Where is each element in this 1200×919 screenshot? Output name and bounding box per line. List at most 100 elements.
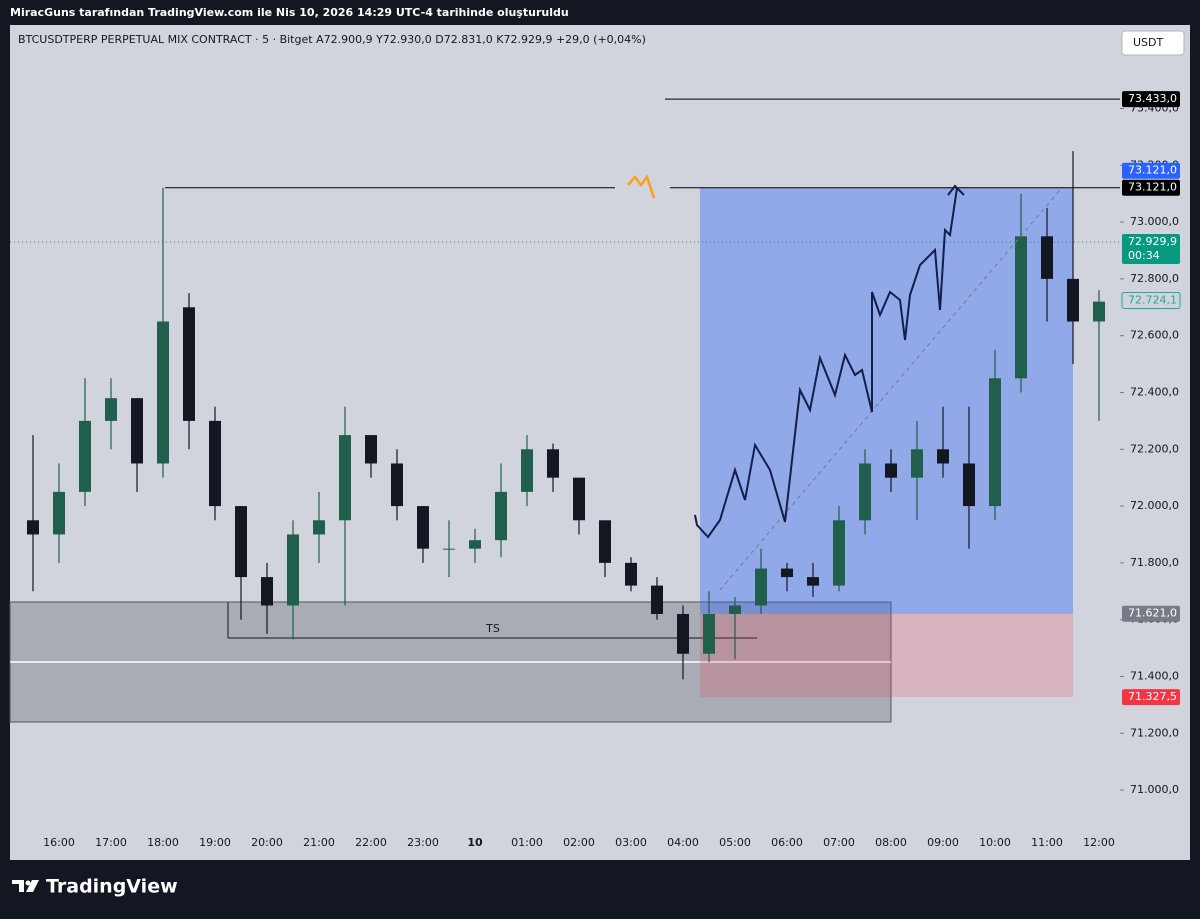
y-tick-label: 71.400,0: [1130, 669, 1179, 682]
price-label-bg: [1122, 162, 1180, 179]
price-label-text: 72.929,9: [1128, 235, 1177, 248]
candle-body: [495, 491, 507, 541]
x-tick-label: 03:00: [615, 836, 647, 849]
candle-body: [963, 463, 975, 507]
x-tick-label: 19:00: [199, 836, 231, 849]
logo-part: [25, 880, 31, 886]
candle-body: [1015, 236, 1027, 379]
candle-body: [391, 463, 403, 507]
x-tick-label: 23:00: [407, 836, 439, 849]
candle-body: [131, 398, 143, 464]
candle-body: [157, 321, 169, 464]
hand-drawn-path: [694, 184, 965, 539]
price-label-text: 71.327,5: [1128, 690, 1177, 703]
candle-body: [755, 568, 767, 606]
x-tick-label: 08:00: [875, 836, 907, 849]
y-tick-label: 72.400,0: [1130, 385, 1179, 398]
candle-body: [547, 449, 559, 478]
price-label: 71.327,5: [1122, 689, 1180, 706]
candle-body: [807, 577, 819, 586]
candle-body: [651, 585, 663, 614]
x-tick-label: 02:00: [563, 836, 595, 849]
plot: [27, 151, 1105, 680]
change: +29,0 (+0,04%): [556, 33, 646, 46]
price-label-text: 73.121,0: [1128, 164, 1177, 177]
price-label: 71.621,0: [1122, 605, 1180, 622]
candle-body: [677, 613, 689, 654]
candle-body: [443, 548, 455, 550]
ts-label: TS: [485, 622, 500, 635]
x-tick-label: 16:00: [43, 836, 75, 849]
y-tick-label: 72.800,0: [1130, 272, 1179, 285]
candle-body: [989, 378, 1001, 507]
x-tick-label: 10: [467, 836, 483, 849]
x-tick-label: 06:00: [771, 836, 803, 849]
x-tick-label: 22:00: [355, 836, 387, 849]
candle-body: [339, 435, 351, 521]
price-label-text: 73.121,0: [1128, 181, 1177, 194]
price-label-text: 73.433,0: [1128, 92, 1177, 105]
x-tick-label: 01:00: [511, 836, 543, 849]
price-label: 73.121,0: [1122, 162, 1180, 179]
ohlc-value: D72.831,0: [435, 33, 492, 46]
candle-body: [53, 491, 65, 535]
candle-body: [573, 477, 585, 521]
candle-body: [287, 534, 299, 606]
x-tick-label: 09:00: [927, 836, 959, 849]
x-tick-label: 12:00: [1083, 836, 1115, 849]
x-tick-label: 11:00: [1031, 836, 1063, 849]
price-label-text: 71.621,0: [1128, 607, 1177, 620]
price-label: 72.724,1: [1121, 291, 1181, 309]
candle-body: [261, 577, 273, 606]
logo-part: [26, 880, 39, 892]
candle-body: [833, 520, 845, 586]
price-label-bg: [1122, 91, 1180, 108]
target-zone: [700, 187, 1073, 614]
candle-body: [781, 568, 793, 578]
y-tick-label: 72.200,0: [1130, 442, 1179, 455]
candle-body: [599, 520, 611, 563]
candle-body: [1041, 236, 1053, 279]
y-tick-label: 71.000,0: [1130, 783, 1179, 796]
candle-body: [625, 562, 637, 586]
candle-body: [911, 449, 923, 478]
candle-body: [313, 520, 325, 535]
y-tick-label: 72.600,0: [1130, 329, 1179, 342]
candle-body: [417, 506, 429, 549]
candle-body: [859, 463, 871, 521]
candle-body: [703, 613, 715, 654]
x-tick-label: 05:00: [719, 836, 751, 849]
y-tick-label: 71.800,0: [1130, 556, 1179, 569]
currency-label: USDT: [1133, 36, 1164, 49]
ohlc-value: K72.929,9: [496, 33, 552, 46]
candle-body: [105, 398, 117, 421]
brand: TradingView: [46, 876, 178, 898]
candle-body: [937, 449, 949, 464]
candle-body: [729, 605, 741, 614]
currency-button[interactable]: [1121, 30, 1185, 56]
candle-body: [885, 463, 897, 478]
y-tick-label: 72.000,0: [1130, 499, 1179, 512]
x-tick-label: 20:00: [251, 836, 283, 849]
candle-body: [1067, 278, 1079, 322]
candle-body: [209, 420, 221, 507]
pattern-icon: [627, 174, 656, 199]
symbol-header: BTCUSDTPERP PERPETUAL MIX CONTRACT · 5 ·…: [18, 33, 646, 46]
x-tick-label: 04:00: [667, 836, 699, 849]
candle-body: [79, 420, 91, 492]
y-tick-label: 73.000,0: [1130, 215, 1179, 228]
ohlc-value: A72.900,9: [316, 33, 373, 46]
candle-body: [521, 449, 533, 492]
x-tick-label: 21:00: [303, 836, 335, 849]
drawings: TS: [9, 98, 1120, 723]
price-label-bg: [1122, 605, 1180, 622]
countdown: 00:34: [1128, 249, 1160, 262]
candle-body: [469, 540, 481, 549]
price-label: 73.433,0: [1122, 91, 1180, 108]
symbol: BTCUSDTPERP PERPETUAL MIX CONTRACT · 5 ·…: [18, 33, 313, 46]
x-tick-label: 10:00: [979, 836, 1011, 849]
candle-body: [1093, 301, 1105, 322]
price-label: 72.929,900:34: [1122, 233, 1180, 264]
logo-icon: [12, 880, 39, 892]
